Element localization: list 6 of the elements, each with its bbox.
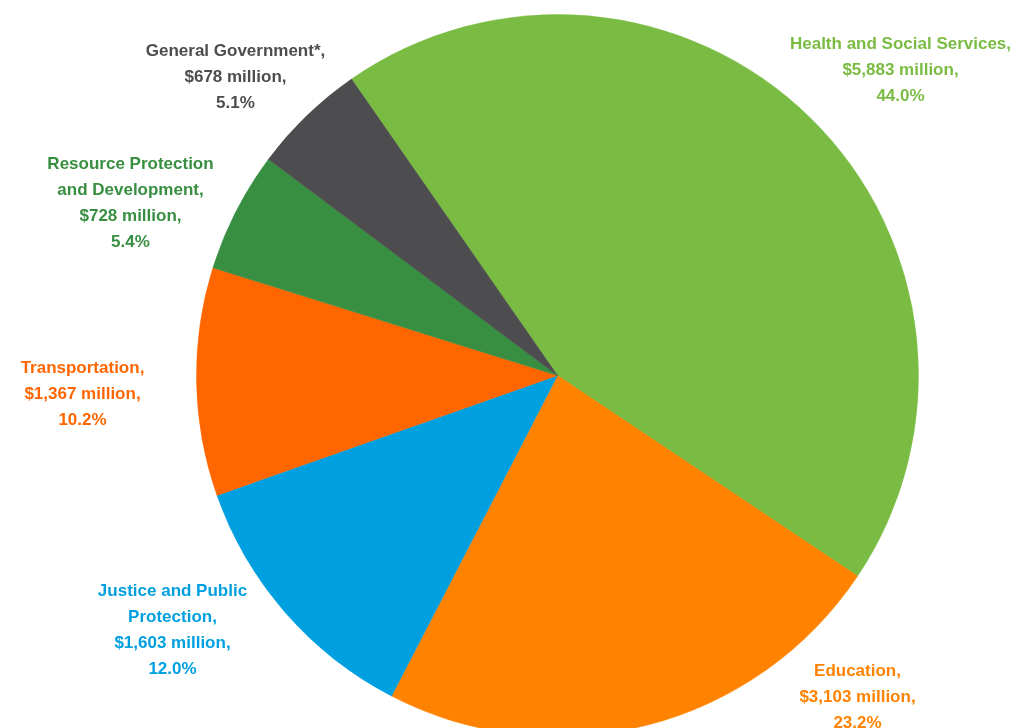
slice-label: Education, $3,103 million, 23.2% bbox=[799, 660, 916, 728]
slice-label: Justice and Public Protection, $1,603 million, 12.0% bbox=[97, 580, 248, 678]
slice-label: General Government*, $678 million, 5.1% bbox=[145, 40, 326, 112]
slice-label: Transportation, $1,367 million, 10.2% bbox=[20, 357, 145, 429]
slice-label: Resource Protection and Development, $728 million, 5.4% bbox=[47, 153, 214, 251]
slice-label: Health and Social Services, $5,883 million, 44.0% bbox=[789, 33, 1012, 105]
